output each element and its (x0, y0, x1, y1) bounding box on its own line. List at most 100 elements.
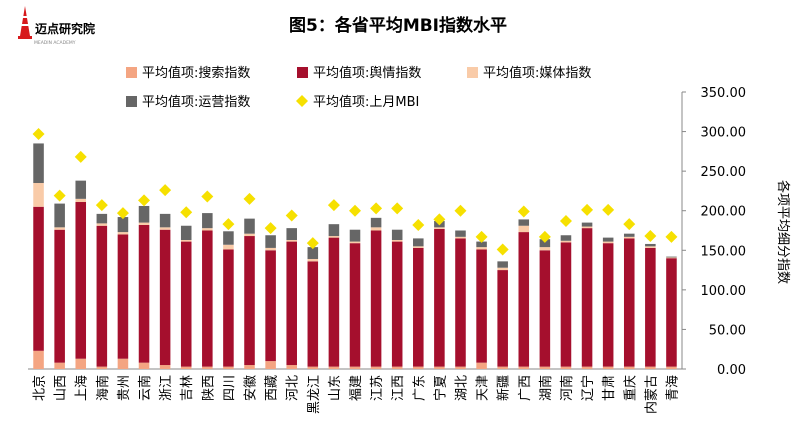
bar-operation (265, 235, 276, 248)
bar-operation (202, 213, 213, 229)
bar-operation (391, 229, 403, 240)
last-month-marker (538, 230, 551, 243)
bar-sentiment (455, 238, 466, 367)
bar-media (666, 257, 677, 259)
bar-operation (244, 218, 255, 234)
legend-swatch-search (126, 67, 137, 78)
bar-search (286, 365, 297, 369)
last-month-marker (116, 207, 129, 220)
bar-sentiment (138, 224, 150, 363)
bar-media (223, 244, 234, 250)
bar-media (138, 222, 150, 225)
last-month-marker (665, 230, 678, 243)
bar-sentiment (117, 234, 129, 359)
bar-search (602, 366, 614, 369)
last-month-marker (391, 202, 404, 215)
bar-sentiment (75, 202, 87, 359)
bar-media (54, 227, 65, 230)
bar-operation (159, 213, 171, 228)
legend-swatch-operation (126, 96, 137, 107)
bar-sentiment (391, 241, 403, 367)
legend-label-last-month: 平均值项:上月MBI (313, 94, 419, 110)
bar-media (434, 227, 445, 229)
bar-search (581, 366, 593, 369)
x-labels-layer: 北京 山西 上海 海南 贵州 云南 浙江 吉林 陕西 四川 安徽 西藏 河北 黑龙江 山东 福建 江苏 江西 广东宁… (33, 375, 681, 414)
bar-operation (497, 261, 508, 268)
last-month-marker (159, 184, 172, 197)
brand-logo: 迈点研究院 MEADIN ACADEMY (18, 6, 95, 46)
last-month-marker (327, 199, 340, 212)
last-month-marker (581, 203, 594, 216)
bar-search (328, 366, 340, 369)
last-month-marker (559, 215, 572, 228)
last-month-marker (349, 204, 361, 217)
bar-operation (328, 224, 340, 237)
legend-label-media: 平均值项:媒体指数 (483, 65, 591, 81)
x-tick-label: 山西 (54, 375, 69, 401)
bar-operation (286, 228, 297, 240)
y-tick-label: 50.00 (709, 323, 746, 338)
bar-media (560, 240, 572, 243)
x-tick-label: 青海 (665, 375, 680, 401)
bar-search (223, 366, 234, 369)
legend-label-operation: 平均值项:运营指数 (142, 94, 250, 110)
bar-media (180, 240, 192, 242)
bar-search (159, 365, 171, 369)
bar-operation (180, 225, 192, 240)
logo-name: 迈点研究院 (35, 21, 95, 36)
bar-operation (413, 238, 424, 247)
x-tick-label: 吉林 (180, 375, 195, 401)
bar-media (370, 227, 382, 231)
bar-sentiment (518, 232, 530, 367)
bar-media (117, 232, 129, 235)
legend-label-sentiment: 平均值项:舆情指数 (313, 65, 421, 81)
x-tick-label: 重庆 (622, 375, 638, 401)
bar-sentiment (623, 238, 635, 367)
last-month-marker (306, 237, 319, 250)
x-tick-label: 贵州 (117, 375, 132, 401)
last-month-marker (95, 199, 108, 212)
bar-sentiment (328, 237, 340, 367)
bar-sentiment (180, 241, 192, 367)
last-month-marker (74, 150, 87, 163)
y-axis-label: 各项平均细分指数 (775, 180, 791, 284)
last-month-marker (285, 209, 298, 222)
x-tick-label: 浙江 (159, 375, 174, 401)
x-tick-label: 上海 (75, 375, 90, 401)
bar-operation (518, 219, 530, 226)
bar-search (391, 366, 403, 369)
bar-search (307, 366, 319, 369)
bar-operation (476, 241, 487, 248)
markers-layer (32, 127, 678, 256)
bar-media (497, 267, 508, 271)
bar-sentiment (476, 249, 487, 363)
bar-search (455, 366, 466, 369)
bar-media (476, 247, 487, 250)
x-tick-label: 西藏 (265, 375, 280, 401)
bar-sentiment (202, 230, 213, 367)
x-tick-label: 宁夏 (432, 375, 448, 401)
bar-search (54, 362, 65, 369)
legend-swatch-media (467, 67, 478, 78)
last-month-marker (180, 206, 193, 219)
x-tick-label: 黑龙江 (307, 375, 322, 414)
bar-sentiment (286, 241, 297, 366)
bar-search (623, 366, 635, 369)
bar-search (560, 366, 572, 369)
y-tick-label: 100.00 (701, 284, 747, 299)
bar-media (413, 246, 424, 248)
bar-media (265, 247, 276, 251)
x-tick-label: 云南 (137, 375, 153, 401)
bar-media (33, 183, 44, 207)
y-tick-label: 250.00 (701, 165, 747, 180)
last-month-marker (602, 203, 615, 216)
bar-sentiment (159, 229, 171, 366)
bar-sentiment (434, 228, 445, 367)
bar-operation (96, 213, 108, 224)
bar-sentiment (560, 242, 572, 367)
x-tick-label: 北京 (33, 375, 48, 401)
bar-operation (581, 222, 593, 227)
bar-search (476, 362, 487, 369)
bar-sentiment (244, 236, 255, 366)
